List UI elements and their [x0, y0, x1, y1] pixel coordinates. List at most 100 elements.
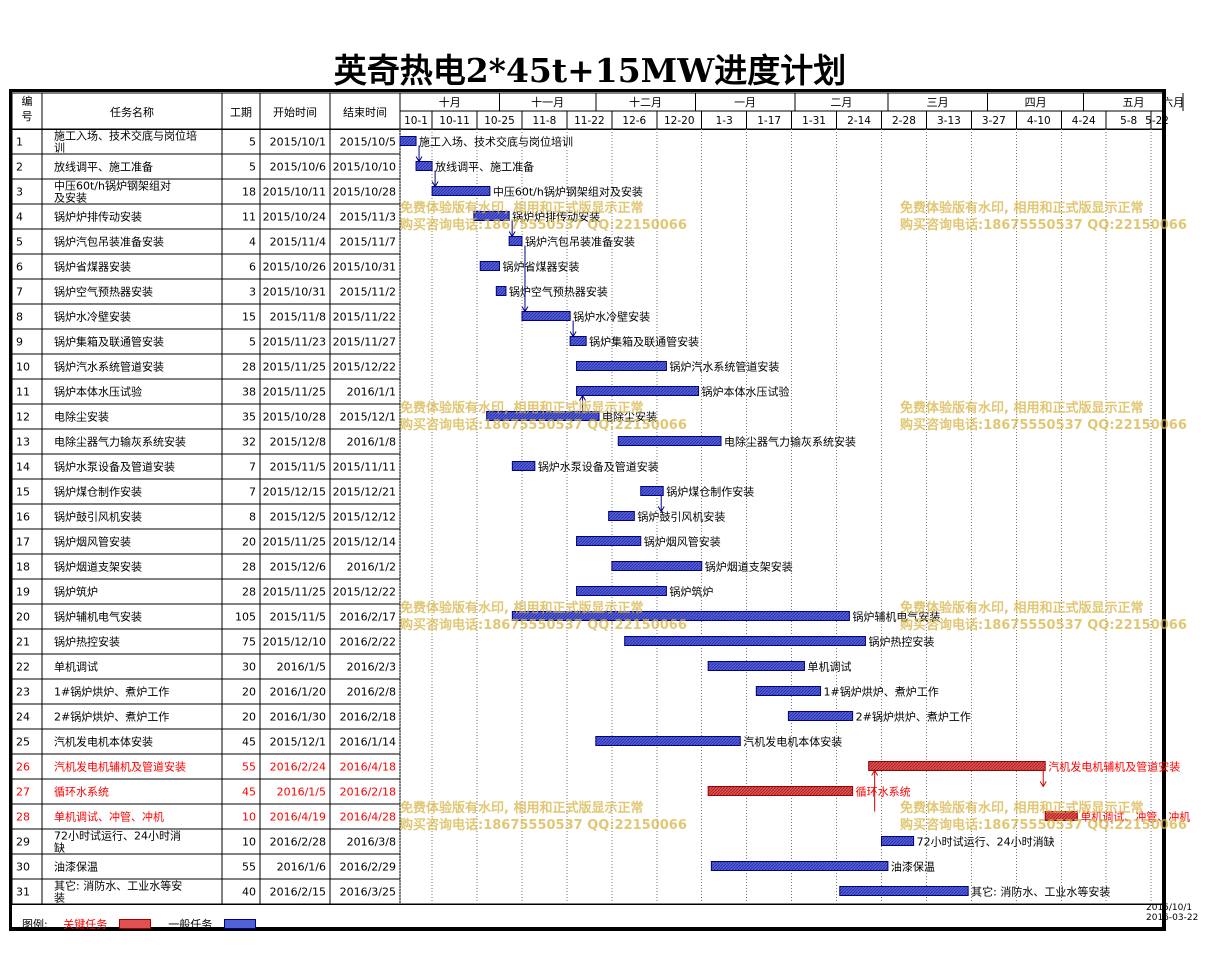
task-start: 2016/1/5	[277, 786, 326, 799]
task-bar	[839, 886, 969, 896]
row-number: 8	[16, 311, 23, 324]
row-number: 16	[16, 511, 30, 524]
task-duration: 20	[242, 686, 256, 699]
task-start: 2016/2/15	[270, 886, 326, 899]
task-name: 锅炉炉排传动安装	[54, 210, 142, 224]
task-duration: 45	[242, 736, 256, 749]
task-name: 锅炉汽包吊装准备安装	[54, 235, 164, 249]
dependency-arrowhead	[657, 506, 665, 513]
row-number: 12	[16, 411, 30, 424]
task-name: 中压60t/h锅炉钢架组对	[54, 179, 171, 193]
critical-task-bar	[707, 786, 854, 796]
task-end: 2015/12/1	[340, 411, 396, 424]
task-duration: 8	[249, 511, 256, 524]
bar-label: 锅炉水冷壁安装	[573, 310, 650, 324]
month-tick-label: 二月	[830, 96, 852, 109]
task-name: 锅炉鼓引风机安装	[54, 510, 142, 524]
bar-label: 锅炉空气预热器安装	[509, 285, 608, 299]
task-name: 锅炉集箱及联通管安装	[54, 335, 164, 349]
date-stamp-end: 2016-03-22	[1146, 913, 1199, 923]
task-duration: 10	[242, 836, 256, 849]
task-start: 2015/11/8	[270, 311, 326, 324]
bar-label: 锅炉辅机电气安装	[852, 610, 940, 624]
header-end: 结束时间	[343, 106, 387, 119]
row-number: 28	[16, 811, 30, 824]
bar-label: 锅炉水泵设备及管道安装	[538, 460, 659, 474]
task-end: 2016/2/8	[347, 686, 396, 699]
task-end: 2015/11/2	[340, 286, 396, 299]
month-tick-label: 三月	[927, 96, 949, 109]
week-tick-label: 12-20	[664, 115, 695, 127]
task-bar	[595, 736, 741, 746]
task-end: 2015/12/22	[333, 586, 396, 599]
task-name: 72小时试运行、24小时消	[54, 829, 181, 843]
task-duration: 4	[249, 236, 256, 249]
bar-label: 循环水系统	[856, 786, 911, 799]
task-end: 2015/10/5	[340, 136, 396, 149]
critical-task-bar	[1044, 811, 1078, 821]
legend-normal-label: 一般任务	[168, 918, 213, 931]
task-end: 2015/12/14	[333, 536, 396, 549]
bar-label: 锅炉烟风管安装	[644, 535, 721, 549]
task-start: 2015/11/25	[263, 536, 326, 549]
bar-label: 锅炉汽水系统管道安装	[669, 360, 779, 374]
date-stamp-start: 2015/10/1	[1146, 903, 1193, 913]
header-num-2: 号	[22, 110, 33, 123]
task-duration: 6	[249, 261, 256, 274]
month-tick-label: 六月	[1162, 96, 1184, 109]
task-name: 施工入场、技术交底与岗位培	[54, 129, 197, 143]
week-tick-label: 10-1	[404, 115, 428, 127]
task-name: 循环水系统	[54, 786, 109, 799]
row-number: 27	[16, 786, 30, 799]
task-duration: 7	[249, 461, 256, 474]
task-start: 2016/4/19	[270, 811, 326, 824]
legend-prefix: 图例:	[22, 918, 48, 931]
row-number: 26	[16, 761, 30, 774]
task-bar	[508, 236, 523, 246]
task-bar	[479, 261, 501, 271]
task-name: 锅炉烟风管安装	[54, 535, 131, 549]
week-tick-label: 10-25	[484, 115, 515, 127]
task-end: 2016/2/22	[340, 636, 396, 649]
task-name: 训	[54, 142, 65, 155]
task-end: 2016/3/8	[347, 836, 396, 849]
task-end: 2015/11/27	[333, 336, 396, 349]
task-start: 2015/12/10	[263, 636, 326, 649]
task-start: 2015/10/26	[263, 261, 326, 274]
task-duration: 75	[242, 636, 256, 649]
task-bar	[495, 286, 507, 296]
task-name: 电除尘器气力输灰系统安装	[54, 435, 186, 449]
week-tick-label: 2-14	[847, 115, 871, 127]
task-end: 2016/2/29	[340, 861, 396, 874]
task-duration: 3	[249, 286, 256, 299]
date-stamp: 2015/10/1 2016-03-22	[1146, 903, 1198, 923]
task-end: 2016/3/25	[340, 886, 396, 899]
task-start: 2015/11/4	[270, 236, 326, 249]
task-name: 装	[54, 892, 65, 905]
week-tick-label: 4-10	[1027, 115, 1051, 127]
row-number: 17	[16, 536, 30, 549]
task-end: 2016/4/18	[340, 761, 396, 774]
row-number: 2	[16, 161, 23, 174]
task-start: 2015/12/5	[270, 511, 326, 524]
bar-label: 锅炉汽包吊装准备安装	[525, 235, 635, 249]
week-tick-label: 3-13	[937, 115, 961, 127]
row-number: 9	[16, 336, 23, 349]
month-tick-label: 十二月	[629, 95, 662, 109]
task-duration: 28	[242, 586, 256, 599]
task-end: 2016/1/8	[347, 436, 396, 449]
week-tick-label: 11-8	[533, 115, 557, 127]
task-start: 2015/11/5	[270, 611, 326, 624]
task-start: 2016/1/20	[270, 686, 326, 699]
task-bar	[431, 186, 491, 196]
task-bar	[511, 461, 536, 471]
task-bar	[755, 686, 822, 696]
task-start: 2016/1/5	[277, 661, 326, 674]
row-number: 13	[16, 436, 30, 449]
dependency-arrowhead	[871, 769, 879, 776]
task-bar	[617, 436, 722, 446]
week-tick-label: 1-3	[716, 115, 733, 127]
row-number: 11	[16, 386, 30, 399]
chart-frame	[9, 89, 1166, 931]
week-tick-label: 5-22	[1145, 115, 1169, 127]
